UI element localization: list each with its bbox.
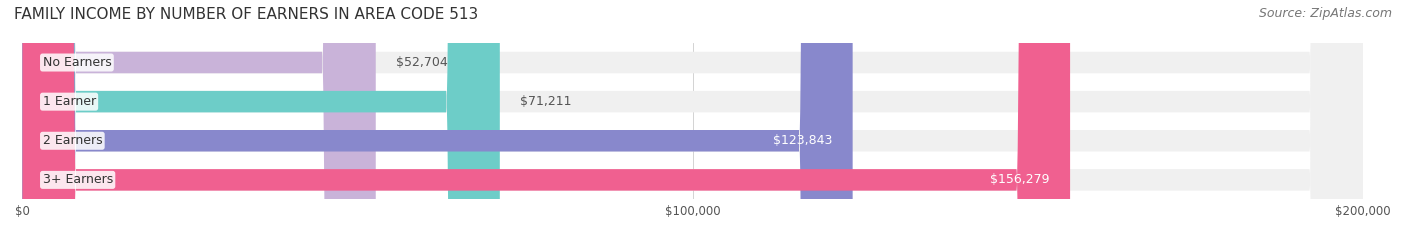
FancyBboxPatch shape	[22, 0, 1364, 233]
Text: 1 Earner: 1 Earner	[42, 95, 96, 108]
FancyBboxPatch shape	[22, 0, 1364, 233]
FancyBboxPatch shape	[22, 0, 1364, 233]
FancyBboxPatch shape	[22, 0, 852, 233]
Text: 2 Earners: 2 Earners	[42, 134, 103, 147]
Text: 3+ Earners: 3+ Earners	[42, 173, 112, 186]
FancyBboxPatch shape	[22, 0, 375, 233]
Text: Source: ZipAtlas.com: Source: ZipAtlas.com	[1258, 7, 1392, 20]
FancyBboxPatch shape	[22, 0, 499, 233]
Text: $123,843: $123,843	[773, 134, 832, 147]
Text: $71,211: $71,211	[520, 95, 571, 108]
Text: $52,704: $52,704	[396, 56, 447, 69]
Text: $156,279: $156,279	[990, 173, 1050, 186]
FancyBboxPatch shape	[22, 0, 1364, 233]
Text: No Earners: No Earners	[42, 56, 111, 69]
Text: FAMILY INCOME BY NUMBER OF EARNERS IN AREA CODE 513: FAMILY INCOME BY NUMBER OF EARNERS IN AR…	[14, 7, 478, 22]
FancyBboxPatch shape	[22, 0, 1070, 233]
